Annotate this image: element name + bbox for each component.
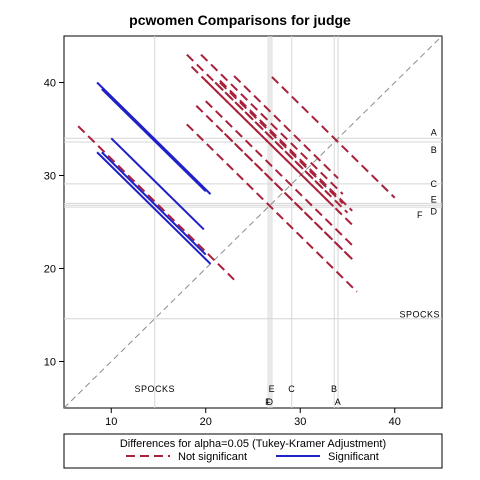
not-significant-segment-12: [186, 123, 358, 293]
y-group-label-c: C: [431, 179, 438, 189]
y-tick-label-30: 30: [44, 171, 56, 183]
not-significant-segment-1: [77, 125, 235, 281]
x-group-label-b: B: [331, 384, 338, 394]
significant-segment-3: [110, 137, 205, 231]
not-significant-segment-14: [205, 100, 353, 246]
legend-label-not-significant: Not significant: [178, 451, 247, 463]
comparison-segments: [77, 53, 396, 293]
not-significant-segment-8: [205, 79, 353, 226]
y-tick-label-10: 10: [44, 357, 56, 369]
y-group-label-f: F: [417, 210, 423, 220]
not-significant-segment-5: [271, 76, 396, 199]
legend-label-significant: Significant: [328, 451, 379, 463]
y-group-label-spocks: SPOCKS: [399, 310, 440, 320]
x-group-label-a: A: [335, 397, 342, 407]
x-group-label-spocks: SPOCKS: [134, 384, 175, 394]
x-group-label-d: D: [267, 397, 274, 407]
x-group-label-f: F: [265, 397, 271, 407]
not-significant-segment-9: [214, 81, 349, 214]
y-group-label-e: E: [431, 194, 438, 204]
not-significant-segment-3: [190, 65, 335, 207]
chart-title: pcwomen Comparisons for judge: [129, 12, 351, 28]
x-group-label-e: E: [269, 384, 276, 394]
x-group-label-c: C: [288, 384, 295, 394]
not-significant-segment-6: [200, 53, 344, 195]
legend-box: [63, 433, 443, 469]
x-tick-label-10: 10: [105, 416, 117, 428]
y-group-label-d: D: [431, 206, 438, 216]
not-significant-segment-10: [219, 81, 344, 205]
group-reference-lines: [64, 36, 442, 408]
not-significant-segment-7: [219, 79, 353, 212]
legend-title: Differences for alpha=0.05 (Tukey-Kramer…: [120, 438, 386, 450]
not-significant-segment-13: [223, 132, 353, 260]
y-group-label-b: B: [431, 145, 438, 155]
plot-frame: [63, 35, 443, 409]
significant-segment-5: [101, 151, 207, 256]
significant-segment-4: [96, 151, 212, 265]
diagonal-reference-line: [63, 35, 443, 409]
significant-segment-2: [101, 88, 207, 193]
legend: Differences for alpha=0.05 (Tukey-Kramer…: [63, 433, 443, 469]
not-significant-segment-4: [233, 75, 339, 180]
y-tick-label-20: 20: [44, 264, 56, 276]
x-tick-label-40: 40: [389, 416, 401, 428]
y-group-label-a: A: [431, 127, 438, 137]
significant-segment-1: [96, 81, 212, 195]
y-tick-label-40: 40: [44, 78, 56, 90]
x-tick-label-20: 20: [200, 416, 212, 428]
x-tick-label-30: 30: [294, 416, 306, 428]
